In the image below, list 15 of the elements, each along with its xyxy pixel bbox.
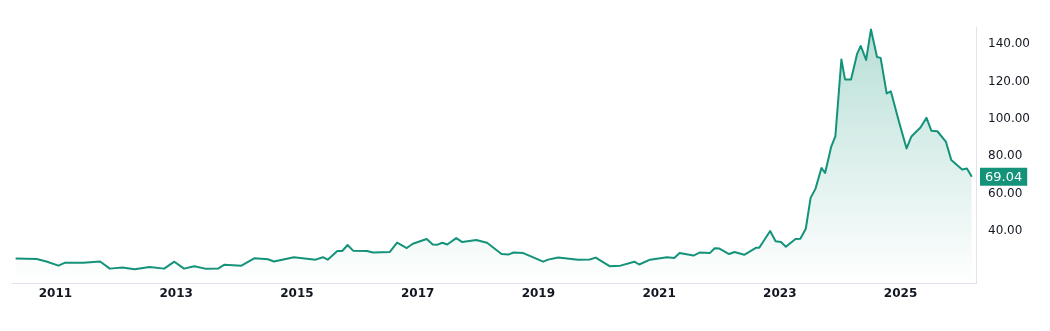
- x-tick-label: 2011: [38, 285, 73, 300]
- y-tick-label: 100.00: [988, 111, 1030, 126]
- y-tick-label: 120.00: [988, 73, 1030, 88]
- x-tick-label: 2023: [763, 285, 797, 300]
- y-tick-label: 80.00: [988, 148, 1023, 163]
- text: 69.04: [985, 169, 1023, 185]
- y-tick-label: 60.00: [988, 185, 1023, 200]
- x-tick-label: 2017: [400, 285, 435, 300]
- x-tick-label: 2019: [521, 285, 556, 300]
- y-tick-label: 140.00: [988, 36, 1030, 51]
- y-tick-label: 40.00: [988, 223, 1023, 238]
- x-tick-label: 2021: [642, 285, 676, 300]
- x-tick-label: 2025: [883, 285, 918, 300]
- x-tick-label: 2013: [159, 285, 193, 300]
- x-tick-label: 2015: [280, 285, 314, 300]
